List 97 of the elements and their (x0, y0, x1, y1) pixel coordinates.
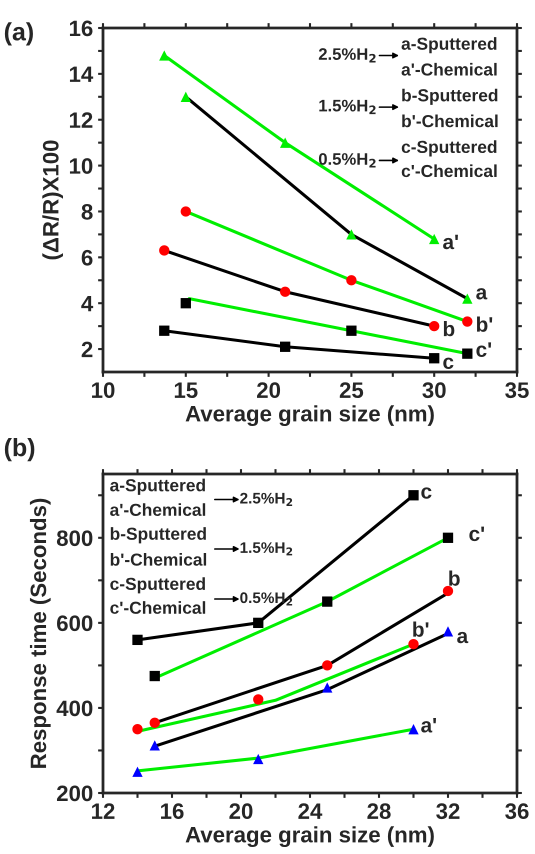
annotation: c' (476, 342, 492, 357)
x-tick-label: 32 (436, 803, 460, 820)
annotation: 1.5%H$_{2}$ (319, 100, 376, 114)
point (346, 275, 357, 286)
annotation: 0.5%H$_{2}$ (240, 592, 292, 606)
annotation: b (449, 570, 460, 586)
point (132, 634, 143, 646)
x-tick-label: 36 (505, 803, 529, 820)
point (180, 206, 191, 217)
point (442, 626, 454, 637)
point (132, 766, 143, 777)
point (322, 660, 332, 671)
x-tick-label: 20 (229, 803, 252, 820)
point (429, 353, 440, 364)
point (280, 342, 290, 352)
y-tick-label: 200 (56, 786, 92, 802)
x-tick-label: 15 (174, 382, 198, 398)
chart-title: (b) (4, 438, 34, 462)
annotation: c (443, 358, 454, 369)
annotation: 2.5%H$_{2}$ (240, 492, 292, 506)
point (442, 586, 454, 596)
x-axis-title: Average grain size (nm) (186, 405, 434, 426)
point (150, 718, 160, 728)
annotation: b'-Chemical (110, 552, 206, 566)
y-tick-label: 8 (82, 204, 93, 220)
y-axis-title: Response time (Seconds) (30, 498, 51, 768)
x-tick-label: 25 (340, 382, 364, 398)
annotation: b-Sputtered (402, 88, 498, 105)
point (322, 596, 332, 607)
y-tick-label: 12 (70, 112, 92, 128)
point (253, 754, 264, 764)
annotation: a (476, 288, 488, 300)
point (408, 490, 419, 500)
point (159, 50, 170, 61)
annotation: a'-Chemical (110, 503, 206, 516)
annotation: b'-Chemical (402, 114, 498, 128)
x-tick-label: 20 (257, 382, 280, 398)
annotation: a' (421, 718, 436, 733)
x-tick-label: 30 (422, 382, 446, 398)
x-tick-label: 35 (505, 382, 529, 398)
annotation: 1.5%H$_{2}$ (240, 542, 292, 556)
point (346, 229, 357, 240)
y-tick-label: 6 (82, 250, 92, 266)
point (280, 286, 290, 297)
point (408, 724, 419, 734)
point (150, 670, 160, 682)
point (429, 234, 440, 244)
annotation: c-Sputtered (110, 577, 205, 594)
x-tick-label: 12 (92, 803, 114, 819)
point (408, 638, 419, 650)
annotation: a-Sputtered (110, 478, 205, 495)
point (132, 724, 143, 734)
x-tick-label: 16 (161, 803, 184, 820)
annotation: 0.5%H$_{2}$ (318, 153, 376, 168)
x-tick-label: 10 (92, 382, 114, 398)
x-axis-title: Average grain size (nm) (186, 826, 434, 848)
y-tick-label: 16 (70, 20, 92, 36)
point (280, 138, 290, 148)
y-tick-label: 600 (57, 615, 92, 632)
point (322, 682, 332, 693)
annotation: a-Sputtered (402, 37, 496, 54)
annotation: b' (476, 316, 492, 332)
annotation: a'-Chemical (402, 62, 497, 76)
annotation: 2.5%H$_{2}$ (318, 48, 376, 63)
annotation: c (421, 487, 432, 499)
point (346, 326, 357, 336)
y-tick-label: 10 (70, 158, 92, 174)
y-tick-label: 4 (81, 296, 94, 312)
y-tick-label: 14 (70, 66, 94, 82)
annotation: b (444, 321, 454, 336)
point (462, 293, 472, 304)
annotation: c-Sputtered (402, 140, 496, 156)
point (442, 532, 454, 543)
point (253, 618, 264, 628)
annotation: c' (469, 526, 484, 542)
point (159, 245, 170, 256)
point (429, 320, 440, 332)
chart-title: (a) (4, 22, 33, 46)
point (253, 694, 264, 705)
annotation: c'-Chemical (402, 164, 497, 178)
point (159, 326, 170, 336)
annotation: b' (413, 622, 428, 637)
x-tick-label: 24 (298, 803, 322, 819)
point (150, 740, 160, 751)
annotation: c'-Chemical (110, 601, 206, 614)
point (462, 316, 472, 327)
y-tick-label: 2 (82, 342, 92, 358)
y-tick-label: 400 (56, 700, 92, 716)
x-tick-label: 28 (367, 803, 391, 820)
annotation: a' (443, 234, 458, 250)
annotation: b-Sputtered (110, 527, 206, 544)
y-tick-label: 800 (56, 530, 92, 546)
annotation: a (457, 632, 468, 644)
point (180, 298, 191, 308)
y-axis-title: (ΔR/R)X100 (42, 140, 64, 260)
point (180, 92, 191, 102)
point (462, 348, 472, 359)
